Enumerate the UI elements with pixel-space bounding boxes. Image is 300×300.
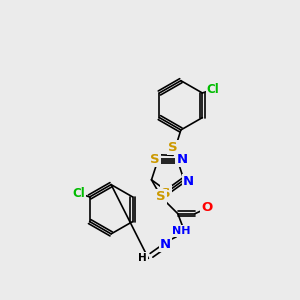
Text: O: O xyxy=(202,201,213,214)
Text: S: S xyxy=(161,187,171,200)
Text: N: N xyxy=(177,153,188,166)
Text: N: N xyxy=(160,238,171,251)
Text: Cl: Cl xyxy=(72,187,85,200)
Text: S: S xyxy=(168,141,178,154)
Text: N: N xyxy=(183,175,194,188)
Text: NH: NH xyxy=(172,226,190,236)
Text: Cl: Cl xyxy=(207,82,220,96)
Text: S: S xyxy=(150,153,159,166)
Text: H: H xyxy=(138,254,147,263)
Text: S: S xyxy=(156,190,166,203)
